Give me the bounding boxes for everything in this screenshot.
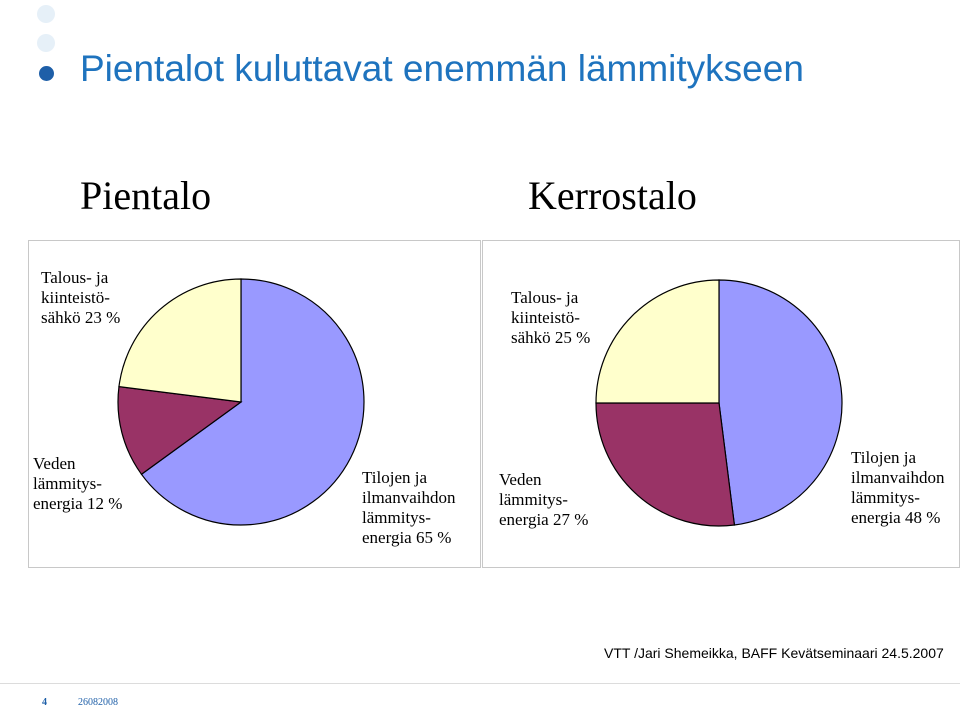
slice-label-line: kiinteistö- (511, 308, 580, 327)
pie-slice-water-heating (595, 402, 736, 527)
slice-label-line: lämmitys- (33, 474, 102, 493)
slice-label-line: Tilojen ja (851, 448, 917, 467)
slice-label-line: ilmanvaihdon (362, 488, 456, 507)
slice-label-line: Tilojen ja (362, 468, 428, 487)
pie-slice-electricity (595, 279, 720, 404)
pie-panel-kerrostalo: Talous- ja kiinteistö- sähkö 25 % Veden … (482, 240, 960, 568)
footer-divider (0, 683, 960, 684)
bullet-dot-dark (39, 66, 54, 81)
pie-slice-electricity (118, 278, 242, 403)
pie-chart-kerrostalo (595, 279, 843, 527)
bullet-dot-light-1 (37, 5, 55, 23)
slice-label-line: energia 12 % (33, 494, 123, 513)
slice-label-line: sähkö 25 % (511, 328, 591, 347)
slice-label-line: sähkö 23 % (41, 308, 121, 327)
footer-credit: VTT /Jari Shemeikka, BAFF Kevätseminaari… (604, 645, 944, 661)
slice-label-line: energia 27 % (499, 510, 589, 529)
pie-slice-space-heating (140, 278, 365, 526)
slice-label-line: lämmitys- (362, 508, 431, 527)
slice-label-space-heating: Tilojen ja ilmanvaihdon lämmitys- energi… (362, 468, 455, 548)
slice-label-line: lämmitys- (851, 488, 920, 507)
slice-label-line: kiinteistö- (41, 288, 110, 307)
slice-label-line: Talous- ja (41, 268, 109, 287)
slice-label-line: Veden (499, 470, 542, 489)
slice-label-line: energia 65 % (362, 528, 452, 547)
bullet-dot-light-2 (37, 34, 55, 52)
slice-label-line: ilmanvaihdon (851, 468, 945, 487)
slice-label-line: lämmitys- (499, 490, 568, 509)
slice-label-line: energia 48 % (851, 508, 941, 527)
pie-slice-space-heating (718, 279, 843, 526)
slice-label-space-heating: Tilojen ja ilmanvaihdon lämmitys- energi… (851, 448, 944, 528)
pie-slice-water-heating (117, 385, 243, 476)
slice-label-line: Veden (33, 454, 76, 473)
chart-title-kerrostalo: Kerrostalo (528, 173, 697, 218)
footer-date: 26082008 (78, 697, 118, 708)
slice-label-line: Talous- ja (511, 288, 579, 307)
slice-label-electricity: Talous- ja kiinteistö- sähkö 23 % (41, 268, 120, 328)
slice-label-water-heating: Veden lämmitys- energia 12 % (33, 454, 122, 514)
pie-panel-pientalo: Talous- ja kiinteistö- sähkö 23 % Veden … (28, 240, 481, 568)
page-number: 4 (42, 697, 47, 708)
pie-chart-pientalo (117, 278, 365, 526)
slice-label-water-heating: Veden lämmitys- energia 27 % (499, 470, 588, 530)
chart-title-pientalo: Pientalo (80, 173, 212, 218)
slide-title: Pientalot kuluttavat enemmän lämmityksee… (80, 48, 804, 89)
slice-label-electricity: Talous- ja kiinteistö- sähkö 25 % (511, 288, 590, 348)
